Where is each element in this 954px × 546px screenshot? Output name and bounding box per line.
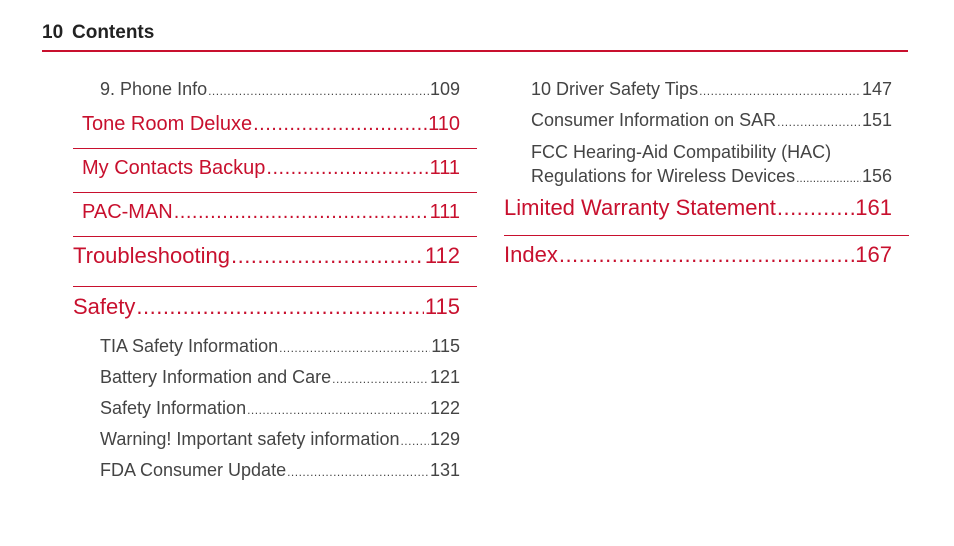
dot-leader (559, 236, 854, 274)
toc-entry-page: 111 (429, 201, 460, 223)
toc-entry-title: Tone Room Deluxe (82, 113, 253, 135)
dot-leader (287, 457, 429, 486)
toc-entry-pac-man[interactable]: PAC-MAN 111 (73, 193, 477, 237)
toc-entry-title: Safety (73, 294, 136, 319)
toc-entry-title: PAC-MAN (82, 201, 173, 223)
toc-entry-fcc-hac[interactable]: FCC Hearing-Aid Compatibility (HAC) Regu… (504, 140, 909, 188)
dot-leader (279, 333, 430, 362)
toc-entry-title: Battery Information and Care (100, 367, 332, 387)
toc-entry-title: 9. Phone Info (100, 79, 208, 99)
dot-leader (136, 287, 424, 327)
toc-entry-title: FDA Consumer Update (100, 460, 287, 480)
toc-entry-page: 110 (428, 113, 460, 135)
toc-entry-page: 115 (431, 336, 460, 356)
toc-entry-page: 151 (861, 110, 892, 130)
toc-entry-title: My Contacts Backup (82, 157, 266, 179)
page-header: 10 Contents (42, 20, 908, 52)
toc-entry-my-contacts-backup[interactable]: My Contacts Backup 111 (73, 149, 477, 193)
toc-right-column: 10 Driver Safety Tips 147 Consumer Infor… (504, 74, 909, 280)
toc-entry-title: Index (504, 242, 558, 267)
toc-entry-limited-warranty[interactable]: Limited Warranty Statement 161 (504, 188, 909, 236)
toc-entry-page: 147 (861, 79, 892, 99)
toc-entry-title: TIA Safety Information (100, 336, 279, 356)
toc-entry-tia-safety[interactable]: TIA Safety Information 115 (73, 331, 477, 362)
dot-leader (400, 426, 428, 455)
dot-leader (777, 107, 861, 136)
dot-leader (332, 364, 429, 393)
toc-entry-fda-consumer-update[interactable]: FDA Consumer Update 131 (73, 455, 477, 486)
toc-entry-title: Consumer Information on SAR (531, 110, 777, 130)
dot-leader (174, 193, 429, 231)
toc-entry-page: 161 (855, 195, 892, 220)
toc-entry-title: Limited Warranty Statement (504, 195, 776, 220)
page-number: 10 (42, 22, 64, 43)
toc-entry-safety-information[interactable]: Safety Information 122 (73, 393, 477, 424)
toc-entry-page: 109 (429, 79, 460, 99)
toc-entry-driver-safety-tips[interactable]: 10 Driver Safety Tips 147 (504, 74, 909, 105)
toc-entry-title-line1: FCC Hearing-Aid Compatibility (HAC) (531, 142, 832, 162)
toc-entry-title: Warning! Important safety information (100, 429, 400, 449)
dot-leader (231, 237, 424, 275)
toc-entry-title: Safety Information (100, 398, 247, 418)
toc-entry-troubleshooting[interactable]: Troubleshooting 112 (73, 237, 477, 287)
toc-entry-page: 167 (855, 242, 892, 267)
dot-leader (699, 76, 861, 105)
toc-entry-title: Troubleshooting (73, 243, 230, 268)
toc-entry-page: 111 (429, 157, 460, 179)
toc-entry-safety[interactable]: Safety 115 (73, 287, 477, 331)
dot-leader (796, 166, 861, 188)
toc-entry-page: 129 (429, 429, 460, 449)
toc-left-column: 9. Phone Info 109 Tone Room Deluxe 110 M… (73, 74, 477, 486)
dot-leader (266, 149, 428, 187)
toc-entry-index[interactable]: Index 167 (504, 236, 909, 280)
page-title: Contents (72, 22, 155, 43)
toc-entry-page: 156 (861, 166, 892, 186)
dot-leader (208, 76, 429, 105)
toc-entry-consumer-information-sar[interactable]: Consumer Information on SAR 151 (504, 105, 909, 136)
toc-entry-page: 131 (429, 460, 460, 480)
toc-entry-warning-safety[interactable]: Warning! Important safety information 12… (73, 424, 477, 455)
toc-entry-title-line2: Regulations for Wireless Devices (531, 166, 796, 186)
dot-leader (247, 395, 429, 424)
dot-leader (253, 105, 427, 143)
toc-entry-page: 115 (424, 294, 460, 319)
toc-entry-battery-information[interactable]: Battery Information and Care 121 (73, 362, 477, 393)
toc-entry-page: 122 (429, 398, 460, 418)
toc-entry-title: 10 Driver Safety Tips (531, 79, 699, 99)
toc-entry-phone-info[interactable]: 9. Phone Info 109 (73, 74, 477, 105)
toc-entry-page: 112 (424, 243, 460, 268)
dot-leader (777, 188, 854, 228)
toc-entry-tone-room-deluxe[interactable]: Tone Room Deluxe 110 (73, 105, 477, 149)
toc-entry-page: 121 (429, 367, 460, 387)
